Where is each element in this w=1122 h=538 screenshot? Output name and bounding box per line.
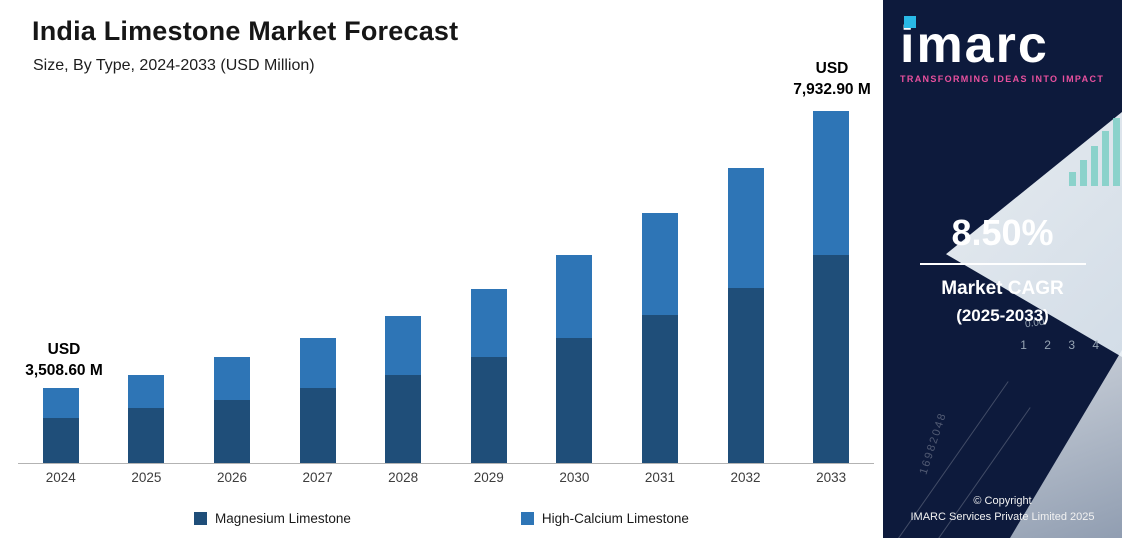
data-label-2024-currency: USD	[47, 341, 81, 358]
bar-segment-high-calcium	[813, 111, 850, 255]
bar-slot	[788, 103, 874, 463]
x-axis-label: 2032	[730, 470, 761, 485]
watermark-numbers: 1 2 3 4	[1020, 338, 1106, 352]
bar-segment-high-calcium	[42, 388, 79, 418]
legend: Magnesium Limestone High-Calcium Limeston…	[0, 511, 883, 526]
x-axis-label: 2031	[644, 470, 675, 485]
legend-item: Magnesium Limestone	[194, 511, 351, 526]
x-axis-label: 2028	[388, 470, 419, 485]
chart-title: India Limestone Market Forecast	[32, 16, 459, 46]
brand-sidebar: 1 2 3 4 0.00 16982048 imarc TRANSFORMING…	[883, 0, 1122, 538]
stacked-bar-2026	[213, 357, 250, 463]
cagr-block: 8.50% Market CAGR (2025-2033)	[883, 212, 1122, 326]
bar-segment-high-calcium	[641, 213, 678, 315]
stacked-bar-2033	[813, 111, 850, 463]
bar-slot	[189, 103, 275, 463]
x-axis-label: 2026	[216, 470, 247, 485]
x-axis-label: 2030	[559, 470, 590, 485]
logo-dot-icon	[904, 16, 916, 28]
stacked-bar-2025	[128, 375, 165, 463]
x-axis-label: 2033	[816, 470, 847, 485]
bar-slot	[446, 103, 532, 463]
chart-panel: India Limestone Market Forecast Size, By…	[0, 16, 883, 526]
bar-segment-high-calcium	[128, 375, 165, 408]
bar-segment-high-calcium	[299, 338, 336, 388]
bar-segment-magnesium	[213, 400, 250, 463]
stacked-bar-2030	[556, 255, 593, 463]
decorative-mini-bar-chart	[1069, 118, 1120, 186]
bar-segment-high-calcium	[727, 168, 764, 288]
copyright-line1: © Copyright	[973, 495, 1032, 507]
legend-item: High-Calcium Limestone	[520, 511, 689, 526]
plot-area	[18, 103, 874, 464]
bar-segment-magnesium	[556, 338, 593, 463]
data-label-2033-value: 7,932.90 M	[793, 81, 871, 98]
bar-segment-high-calcium	[385, 316, 422, 375]
bar-slot	[703, 103, 789, 463]
x-axis-label: 2025	[131, 470, 162, 485]
copyright: © Copyright IMARC Services Private Limit…	[883, 493, 1122, 525]
bar-segment-magnesium	[813, 255, 850, 463]
data-label-2033-currency: USD	[815, 60, 849, 77]
stacked-bar-2028	[385, 316, 422, 463]
legend-label: High-Calcium Limestone	[541, 511, 689, 526]
bar-segment-magnesium	[128, 408, 165, 463]
x-axis-labels: 2024 2025 2026 2027 2028 2029 2030 2031 2032 2033	[18, 470, 874, 485]
bar-slot	[617, 103, 703, 463]
legend-label: Magnesium Limestone	[215, 511, 351, 526]
bar-slot	[275, 103, 361, 463]
cagr-underline	[919, 263, 1086, 265]
stacked-bar-2029	[470, 289, 507, 463]
copyright-line2: IMARC Services Private Limited 2025	[910, 511, 1095, 523]
watermark-serial: 16982048	[917, 410, 950, 476]
stacked-bar-2032	[727, 168, 764, 463]
bar-segment-magnesium	[385, 375, 422, 463]
x-axis-label: 2029	[473, 470, 504, 485]
logo-text: imarc	[900, 16, 1049, 74]
stacked-bar-2031	[641, 213, 678, 463]
bar-segment-magnesium	[727, 288, 764, 463]
data-label-2024-value: 3,508.60 M	[25, 362, 103, 379]
logo-tagline: TRANSFORMING IDEAS INTO IMPACT	[900, 74, 1105, 84]
data-label-2033: USD 7,932.90 M	[771, 58, 893, 100]
x-axis-label: 2024	[45, 470, 76, 485]
cagr-value: 8.50%	[951, 212, 1054, 253]
bar-slot	[104, 103, 190, 463]
cagr-range: (2025-2033)	[956, 306, 1049, 325]
bar-slot	[360, 103, 446, 463]
stacked-bar-2024	[42, 388, 79, 463]
imarc-logo: imarc TRANSFORMING IDEAS INTO IMPACT	[883, 8, 1122, 84]
legend-swatch	[194, 512, 208, 525]
x-axis-label: 2027	[302, 470, 333, 485]
bar-segment-magnesium	[42, 418, 79, 463]
chart-subtitle: Size, By Type, 2024-2033 (USD Million)	[33, 57, 315, 74]
bar-segment-magnesium	[641, 315, 678, 463]
bar-slot	[532, 103, 618, 463]
bar-slot	[18, 103, 104, 463]
bar-segment-high-calcium	[470, 289, 507, 357]
legend-swatch	[520, 512, 534, 525]
bar-segment-high-calcium	[556, 255, 593, 338]
bar-segment-high-calcium	[213, 357, 250, 400]
bar-segment-magnesium	[470, 357, 507, 463]
cagr-label: Market CAGR	[941, 278, 1064, 299]
stacked-bar-2027	[299, 338, 336, 463]
data-label-2024: USD 3,508.60 M	[8, 339, 120, 381]
bar-segment-magnesium	[299, 388, 336, 463]
